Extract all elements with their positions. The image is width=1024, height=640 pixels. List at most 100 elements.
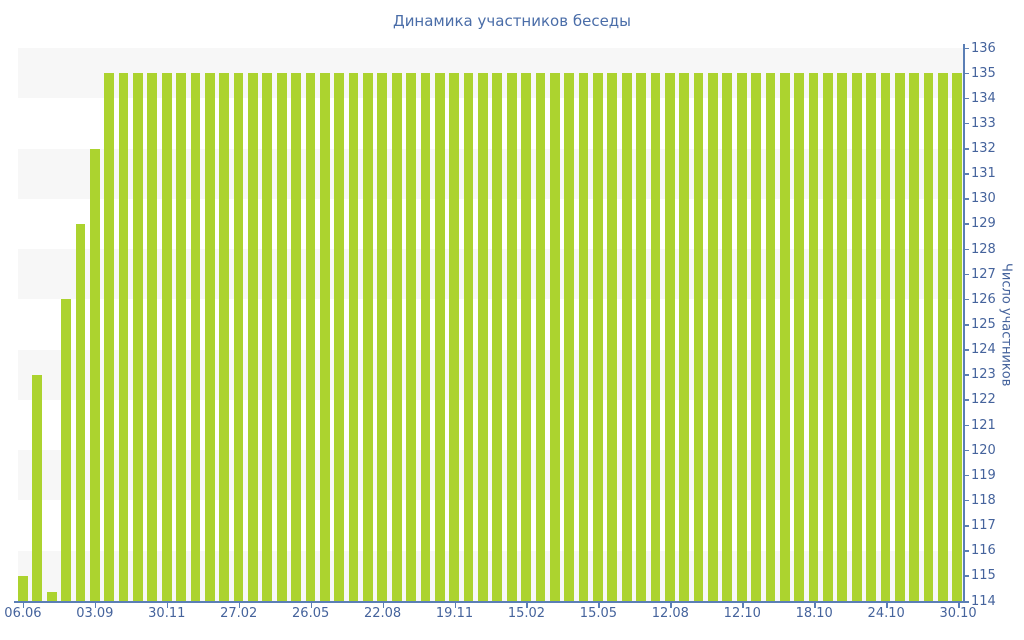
y-tick-label: 122 xyxy=(971,392,996,408)
bar xyxy=(708,73,718,601)
bar xyxy=(952,73,963,601)
gridline-band xyxy=(18,500,963,551)
bar xyxy=(894,73,905,601)
y-axis-tick xyxy=(963,298,969,301)
bar xyxy=(75,223,86,601)
x-axis-tick xyxy=(886,603,888,608)
bar xyxy=(61,299,71,601)
bar xyxy=(377,73,388,601)
x-axis-tick xyxy=(166,603,169,608)
bar-series xyxy=(18,48,963,601)
x-tick-label: 27.02 xyxy=(220,606,258,621)
y-tick-label: 131 xyxy=(971,166,996,182)
x-axis-tick xyxy=(670,603,672,608)
bar xyxy=(248,73,258,601)
gridline-band xyxy=(18,550,963,601)
y-tick-label: 128 xyxy=(971,241,996,257)
bar xyxy=(305,73,316,601)
y-tick-label: 133 xyxy=(971,115,996,131)
bar xyxy=(564,73,575,601)
y-axis-tick xyxy=(963,97,969,100)
gridline-band xyxy=(18,399,963,451)
y-tick-label: 121 xyxy=(971,417,996,433)
bar xyxy=(233,73,244,601)
bar xyxy=(593,73,603,601)
y-tick-label: 129 xyxy=(971,216,996,232)
y-tick-label: 125 xyxy=(971,317,996,332)
y-tick-label: 126 xyxy=(971,291,996,307)
x-axis-line xyxy=(14,601,969,603)
y-axis-tick xyxy=(963,474,969,477)
bar xyxy=(765,73,776,601)
x-axis-tick xyxy=(526,603,528,608)
bar xyxy=(391,73,402,601)
bar xyxy=(463,73,474,601)
bar xyxy=(478,73,488,601)
y-axis-tick xyxy=(963,550,969,552)
y-axis-tick xyxy=(963,248,969,251)
x-tick-label: 19.11 xyxy=(435,606,474,621)
y-axis-tick xyxy=(963,374,969,376)
y-axis-tick xyxy=(963,148,969,150)
y-tick-label: 118 xyxy=(971,492,996,508)
y-tick-label: 134 xyxy=(971,90,996,106)
gridline-band xyxy=(18,148,963,199)
bar xyxy=(808,73,819,601)
bar xyxy=(104,73,115,601)
y-axis-tick xyxy=(963,399,969,401)
y-tick-label: 117 xyxy=(971,518,996,534)
bar xyxy=(751,73,761,601)
y-axis-tick xyxy=(963,324,969,326)
y-tick-label: 132 xyxy=(971,141,996,157)
bar xyxy=(722,73,733,601)
y-axis-tick xyxy=(963,47,969,49)
bar xyxy=(291,73,301,601)
y-tick-label: 124 xyxy=(971,342,996,358)
x-axis-tick xyxy=(742,603,744,608)
bar xyxy=(693,73,704,601)
bar xyxy=(549,73,560,601)
bar xyxy=(851,73,862,601)
bar xyxy=(909,73,920,601)
bar xyxy=(89,148,100,601)
y-axis-tick xyxy=(963,273,969,276)
y-tick-label: 130 xyxy=(971,191,996,207)
bar xyxy=(18,575,28,601)
bar xyxy=(621,73,632,601)
gridline-band xyxy=(18,299,963,350)
bar xyxy=(736,73,747,601)
y-axis-tick xyxy=(963,122,969,125)
y-tick-label: 136 xyxy=(971,40,996,56)
y-axis-tick xyxy=(963,198,969,200)
bar xyxy=(276,73,287,601)
y-axis-line xyxy=(963,44,965,603)
y-tick-label: 114 xyxy=(971,593,996,609)
x-axis-tick xyxy=(94,603,97,608)
y-axis-tick xyxy=(963,72,969,75)
bar xyxy=(492,73,503,601)
gridline-band xyxy=(18,198,963,250)
x-axis-tick xyxy=(598,603,600,608)
x-tick-label: 22.08 xyxy=(363,606,402,621)
gridline-band xyxy=(18,450,963,501)
plot-area xyxy=(18,48,963,601)
x-axis-tick xyxy=(238,603,241,608)
gridline-band xyxy=(18,98,963,149)
y-axis-tick xyxy=(963,424,969,427)
bar xyxy=(837,73,848,601)
bar xyxy=(118,73,129,601)
x-tick-label: 12.10 xyxy=(723,606,761,621)
bar xyxy=(880,73,891,601)
x-tick-label: 26.05 xyxy=(292,606,330,621)
y-tick-label: 127 xyxy=(971,266,996,282)
bar xyxy=(636,73,646,601)
bar xyxy=(650,73,661,601)
bar xyxy=(219,73,230,601)
x-axis-tick xyxy=(454,603,457,608)
bar xyxy=(363,73,373,601)
x-tick-label: 30.11 xyxy=(148,606,186,621)
bar xyxy=(521,73,531,601)
x-axis-tick xyxy=(22,603,25,608)
bar xyxy=(578,73,589,601)
y-tick-label: 119 xyxy=(971,467,996,483)
